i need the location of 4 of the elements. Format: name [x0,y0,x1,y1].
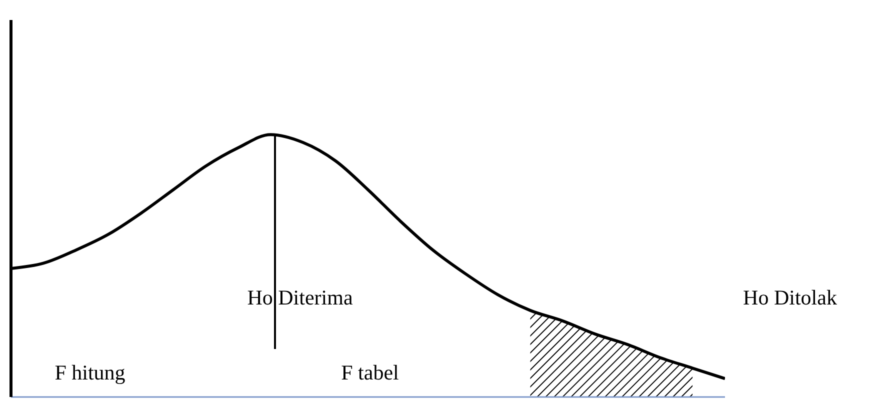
annotation: F tabel [341,360,399,386]
annotation: Ho Diterima [247,286,353,310]
text: Ho Ditolak [743,286,837,310]
annotation: F hitung [54,360,126,386]
